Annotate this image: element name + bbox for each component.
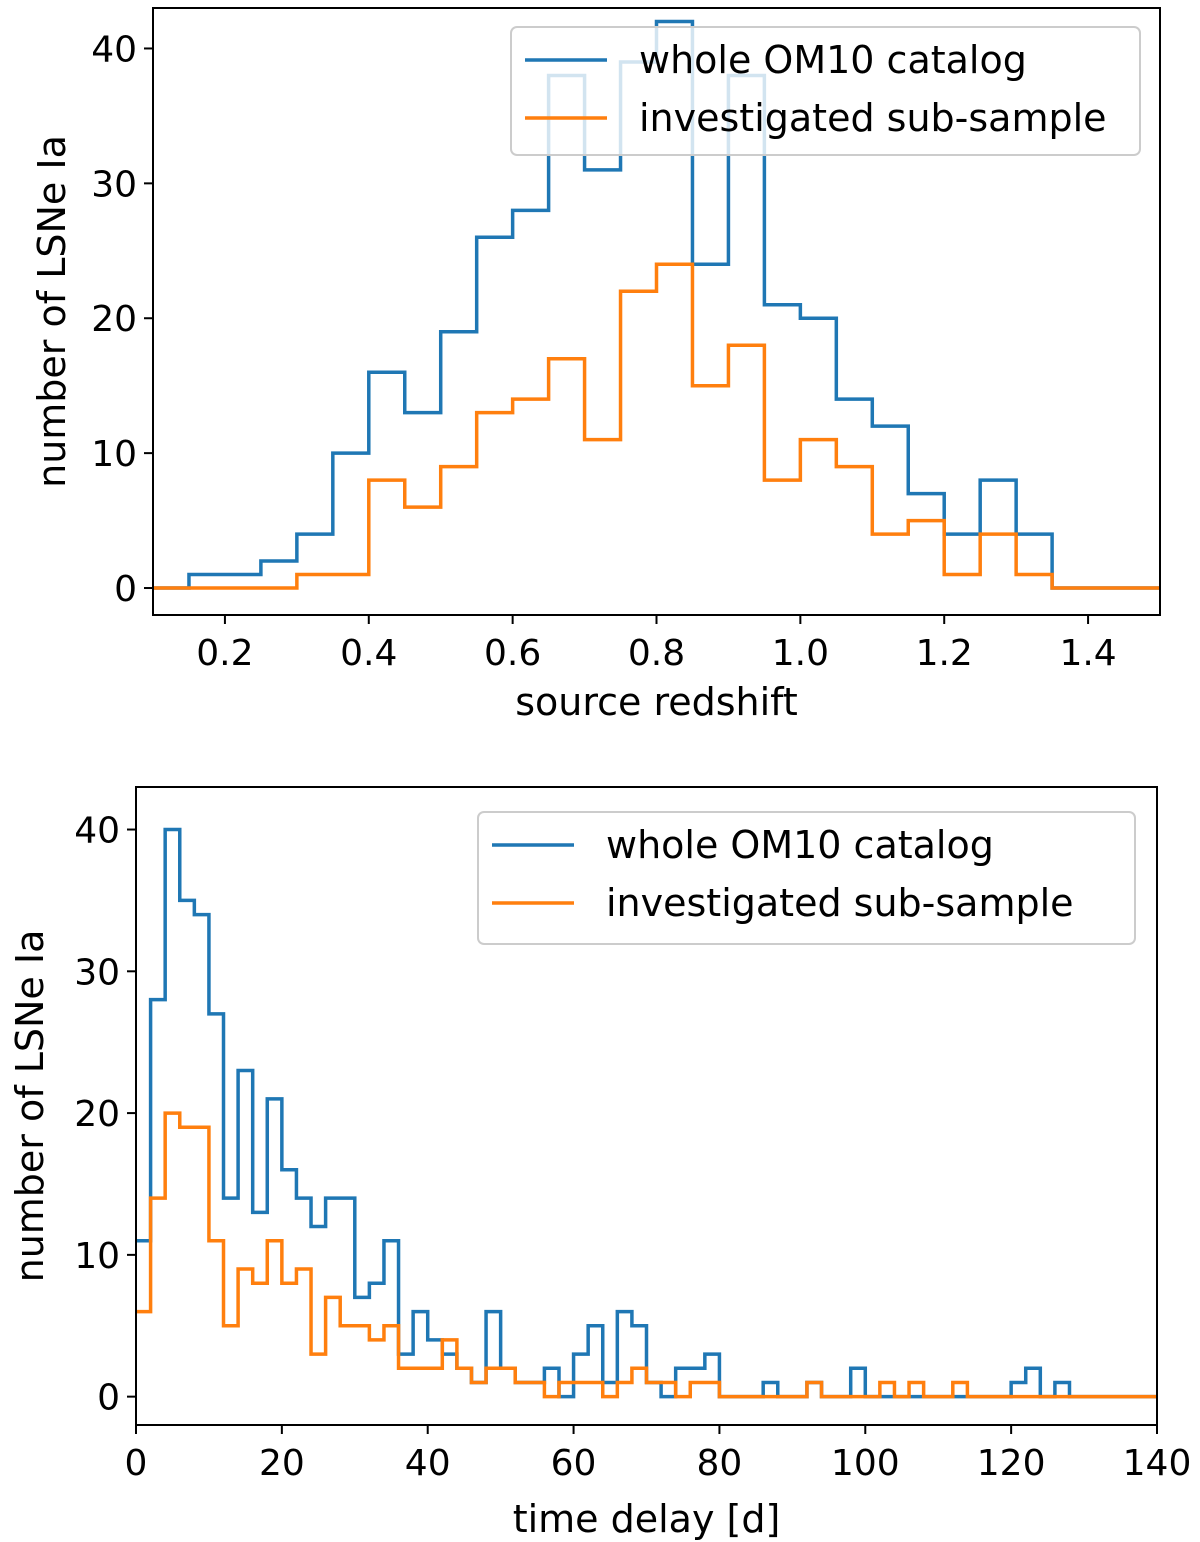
y-tick-label: 30 [74,952,120,993]
x-tick-label: 0.6 [484,633,541,674]
x-tick-label: 80 [697,1443,743,1484]
series-line-sub-sample [136,1111,1157,1399]
legend-label: whole OM10 catalog [606,823,994,867]
x-tick-label: 1.0 [772,633,829,674]
x-tick-label: 140 [1123,1443,1192,1484]
x-tick-label: 0.4 [340,633,397,674]
x-tick-label: 20 [259,1443,305,1484]
axes-frame [135,786,1158,1426]
y-tick-label: 10 [74,1236,120,1277]
legend: whole OM10 catalog investigated sub-sampl… [477,811,1136,945]
y-tick-label: 0 [114,569,137,610]
legend-label: investigated sub-sample [639,96,1107,140]
x-tick-label: 1.4 [1059,633,1116,674]
legend: whole OM10 catalog investigated sub-sampl… [510,26,1141,156]
y-tick-label: 40 [91,29,137,70]
x-tick-label: 0.2 [196,633,253,674]
series-line-sub-sample [153,262,1160,590]
x-tick-label: 0.8 [628,633,685,674]
x-tick-label: 100 [831,1443,900,1484]
legend-box [477,811,1136,945]
x-tick-label: 1.2 [916,633,973,674]
x-tick-label: 0 [125,1443,148,1484]
legend-label: investigated sub-sample [606,881,1074,925]
x-axis-label: source redshift [515,680,798,724]
y-axis-label: number of LSNe Ia [8,930,52,1283]
x-tick-label: 40 [405,1443,451,1484]
chart-panel-2: 0 20 40 60 80 100 120 140 0 10 20 30 40 time delay [d… [8,786,1192,1541]
y-axis-label: number of LSNe Ia [30,135,74,488]
x-tick-label: 120 [977,1443,1046,1484]
y-tick-label: 0 [97,1378,120,1419]
legend-box [510,26,1141,156]
chart-panel-1: 0.2 0.4 0.6 0.8 1.0 1.2 1.4 0 10 20 30 40 source red… [30,7,1161,724]
y-tick-label: 30 [91,164,137,205]
y-tick-label: 20 [91,299,137,340]
y-tick-label: 20 [74,1094,120,1135]
legend-label: whole OM10 catalog [639,38,1027,82]
y-tick-label: 10 [91,434,137,475]
x-axis-label: time delay [d] [513,1497,781,1541]
y-tick-label: 40 [74,811,120,852]
x-tick-label: 60 [551,1443,597,1484]
